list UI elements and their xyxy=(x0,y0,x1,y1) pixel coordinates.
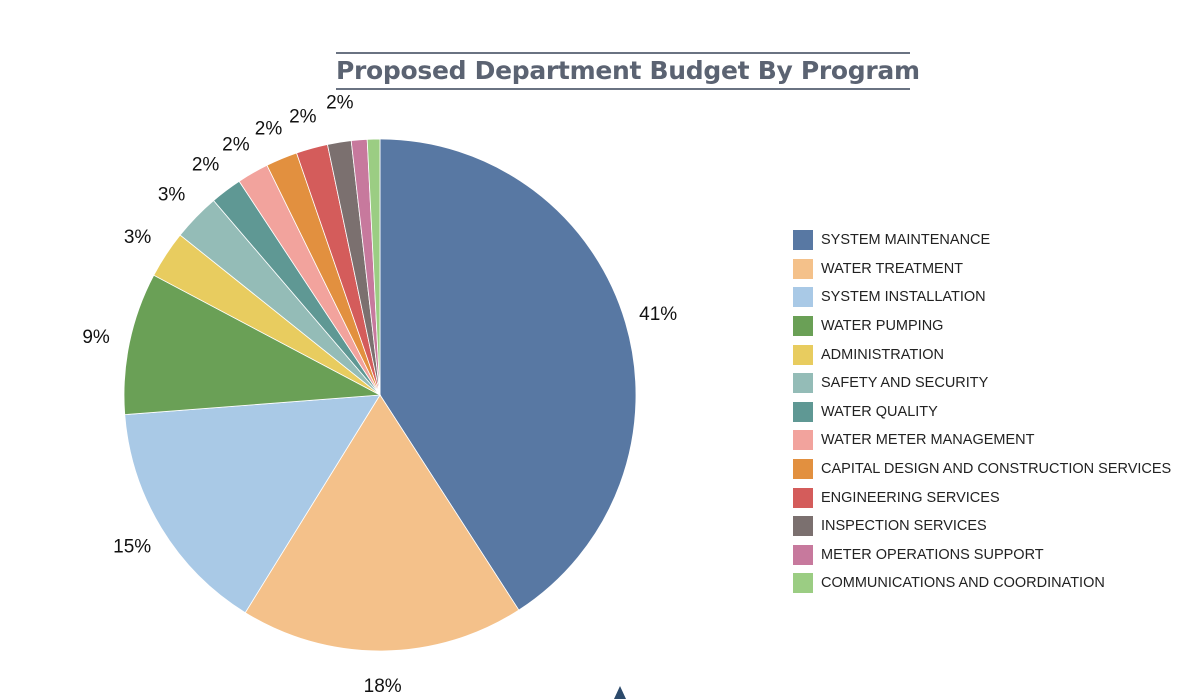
slice-label-water-pumping: 9% xyxy=(82,327,110,348)
legend-item-engineering-services: ENGINEERING SERVICES xyxy=(793,483,1171,512)
legend-swatch xyxy=(793,487,813,508)
slice-label-system-maintenance: 41% xyxy=(639,304,677,325)
legend-swatch xyxy=(793,258,813,279)
legend-item-safety-and-security: SAFETY AND SECURITY xyxy=(793,369,1171,398)
legend-swatch xyxy=(793,544,813,565)
legend-swatch xyxy=(793,316,813,337)
legend-label: SAFETY AND SECURITY xyxy=(821,375,989,392)
triangle-marker-icon xyxy=(614,686,626,699)
chart-title: Proposed Department Budget By Program xyxy=(336,56,920,85)
legend-item-water-pumping: WATER PUMPING xyxy=(793,312,1171,341)
legend-item-capital-design-and-construction-services: CAPITAL DESIGN AND CONSTRUCTION SERVICES xyxy=(793,455,1171,484)
pie-slice-water-pumping xyxy=(123,274,382,416)
pie-slice-system-maintenance xyxy=(379,138,637,611)
chart-title-frame: Proposed Department Budget By Program xyxy=(336,52,920,90)
legend-label: SYSTEM MAINTENANCE xyxy=(821,232,991,249)
slice-label-system-installation: 15% xyxy=(113,537,151,558)
slice-label-administration: 3% xyxy=(124,227,152,248)
legend-label: ADMINISTRATION xyxy=(821,346,944,363)
legend-label: WATER QUALITY xyxy=(821,403,938,420)
legend-swatch xyxy=(793,230,813,251)
legend-item-water-treatment: WATER TREATMENT xyxy=(793,255,1171,284)
legend-label: METER OPERATIONS SUPPORT xyxy=(821,546,1044,563)
legend-item-inspection-services: INSPECTION SERVICES xyxy=(793,512,1171,541)
legend-swatch xyxy=(793,430,813,451)
slice-label-water-meter-management: 2% xyxy=(222,134,250,155)
legend-swatch xyxy=(793,287,813,308)
legend-item-system-installation: SYSTEM INSTALLATION xyxy=(793,283,1171,312)
slice-label-water-treatment: 18% xyxy=(364,676,402,697)
legend-label: ENGINEERING SERVICES xyxy=(821,489,1000,506)
legend-label: COMMUNICATIONS AND COORDINATION xyxy=(821,575,1105,592)
slice-label-water-quality: 2% xyxy=(192,154,220,175)
slice-label-safety-and-security: 3% xyxy=(158,184,186,205)
slice-label-extra: 2% xyxy=(326,93,354,114)
legend-label: INSPECTION SERVICES xyxy=(821,518,987,535)
slice-label-capital-design-and-construction-services: 2% xyxy=(255,118,283,139)
legend-swatch xyxy=(793,516,813,537)
legend-label: CAPITAL DESIGN AND CONSTRUCTION SERVICES xyxy=(821,461,1172,478)
legend-label: WATER PUMPING xyxy=(821,318,944,335)
legend-item-system-maintenance: SYSTEM MAINTENANCE xyxy=(793,226,1171,255)
legend-label: WATER TREATMENT xyxy=(821,260,964,277)
chart-legend: SYSTEM MAINTENANCE WATER TREATMENT SYSTEM … xyxy=(793,226,1171,598)
legend-label: SYSTEM INSTALLATION xyxy=(821,289,986,306)
legend-swatch xyxy=(793,401,813,422)
legend-item-water-quality: WATER QUALITY xyxy=(793,398,1171,427)
slice-label-engineering-services: 2% xyxy=(289,107,317,128)
legend-item-administration: ADMINISTRATION xyxy=(793,340,1171,369)
legend-item-meter-operations-support: METER OPERATIONS SUPPORT xyxy=(793,541,1171,570)
legend-item-water-meter-management: WATER METER MANAGEMENT xyxy=(793,426,1171,455)
legend-label: WATER METER MANAGEMENT xyxy=(821,432,1035,449)
pie-slice-water-treatment xyxy=(244,394,520,652)
pie-slice-communications-and-coordination xyxy=(366,138,381,396)
legend-swatch xyxy=(793,573,813,594)
pie-slice-system-installation xyxy=(124,394,381,614)
legend-swatch xyxy=(793,344,813,365)
legend-swatch xyxy=(793,373,813,394)
legend-swatch xyxy=(793,459,813,480)
legend-item-communications-and-coordination: COMMUNICATIONS AND COORDINATION xyxy=(793,569,1171,598)
